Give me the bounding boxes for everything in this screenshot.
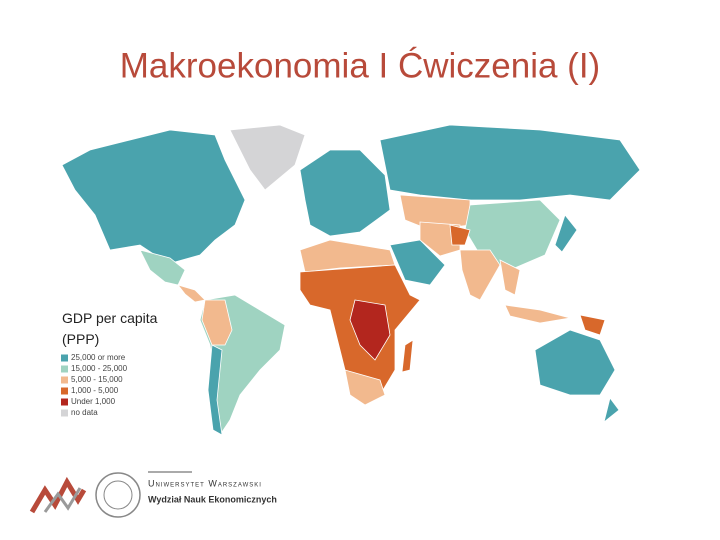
region xyxy=(401,339,414,373)
legend-label: Under 1,000 xyxy=(71,397,116,406)
legend-label: 25,000 or more xyxy=(71,353,126,362)
university-seal xyxy=(103,480,133,510)
region xyxy=(207,344,223,436)
world-map xyxy=(61,124,641,436)
legend-swatch xyxy=(61,387,68,395)
region xyxy=(459,249,501,301)
region xyxy=(229,124,306,191)
region xyxy=(299,149,391,237)
legend-swatch xyxy=(61,398,68,406)
faculty-name: Wydział Nauk Ekonomicznych xyxy=(148,494,277,504)
legend-swatch xyxy=(61,409,68,417)
region xyxy=(579,314,606,336)
university-seal xyxy=(95,472,141,518)
legend: 25,000 or more 15,000 - 25,000 5,000 - 15,… xyxy=(61,353,128,417)
region xyxy=(499,259,521,296)
region xyxy=(349,299,391,361)
map-label: GDP per capita (PPP) xyxy=(62,310,158,347)
legend-label: 1,000 - 5,000 xyxy=(71,386,119,395)
legend-swatch xyxy=(61,365,68,373)
region xyxy=(534,329,616,396)
slide-title: Makroekonomia I Ćwiczenia (I) xyxy=(120,46,600,85)
region xyxy=(61,129,246,263)
region xyxy=(176,284,206,303)
region xyxy=(201,299,233,346)
region xyxy=(344,369,386,406)
region xyxy=(379,124,641,201)
region xyxy=(504,304,571,324)
logo-mark xyxy=(29,476,87,514)
legend-label: 15,000 - 25,000 xyxy=(71,364,128,373)
legend-swatch xyxy=(61,354,68,362)
region xyxy=(449,224,471,246)
legend-swatch xyxy=(61,376,68,384)
region xyxy=(603,397,620,424)
university-name: Uniwersytet Warszawski xyxy=(148,478,262,488)
logo-mark xyxy=(43,487,82,513)
footer-logo: Uniwersytet Warszawski Wydział Nauk Ekon… xyxy=(29,471,277,518)
region xyxy=(554,214,578,253)
region xyxy=(389,239,446,286)
region xyxy=(419,221,461,257)
legend-label: no data xyxy=(71,408,98,417)
legend-label: 5,000 - 15,000 xyxy=(71,375,123,384)
